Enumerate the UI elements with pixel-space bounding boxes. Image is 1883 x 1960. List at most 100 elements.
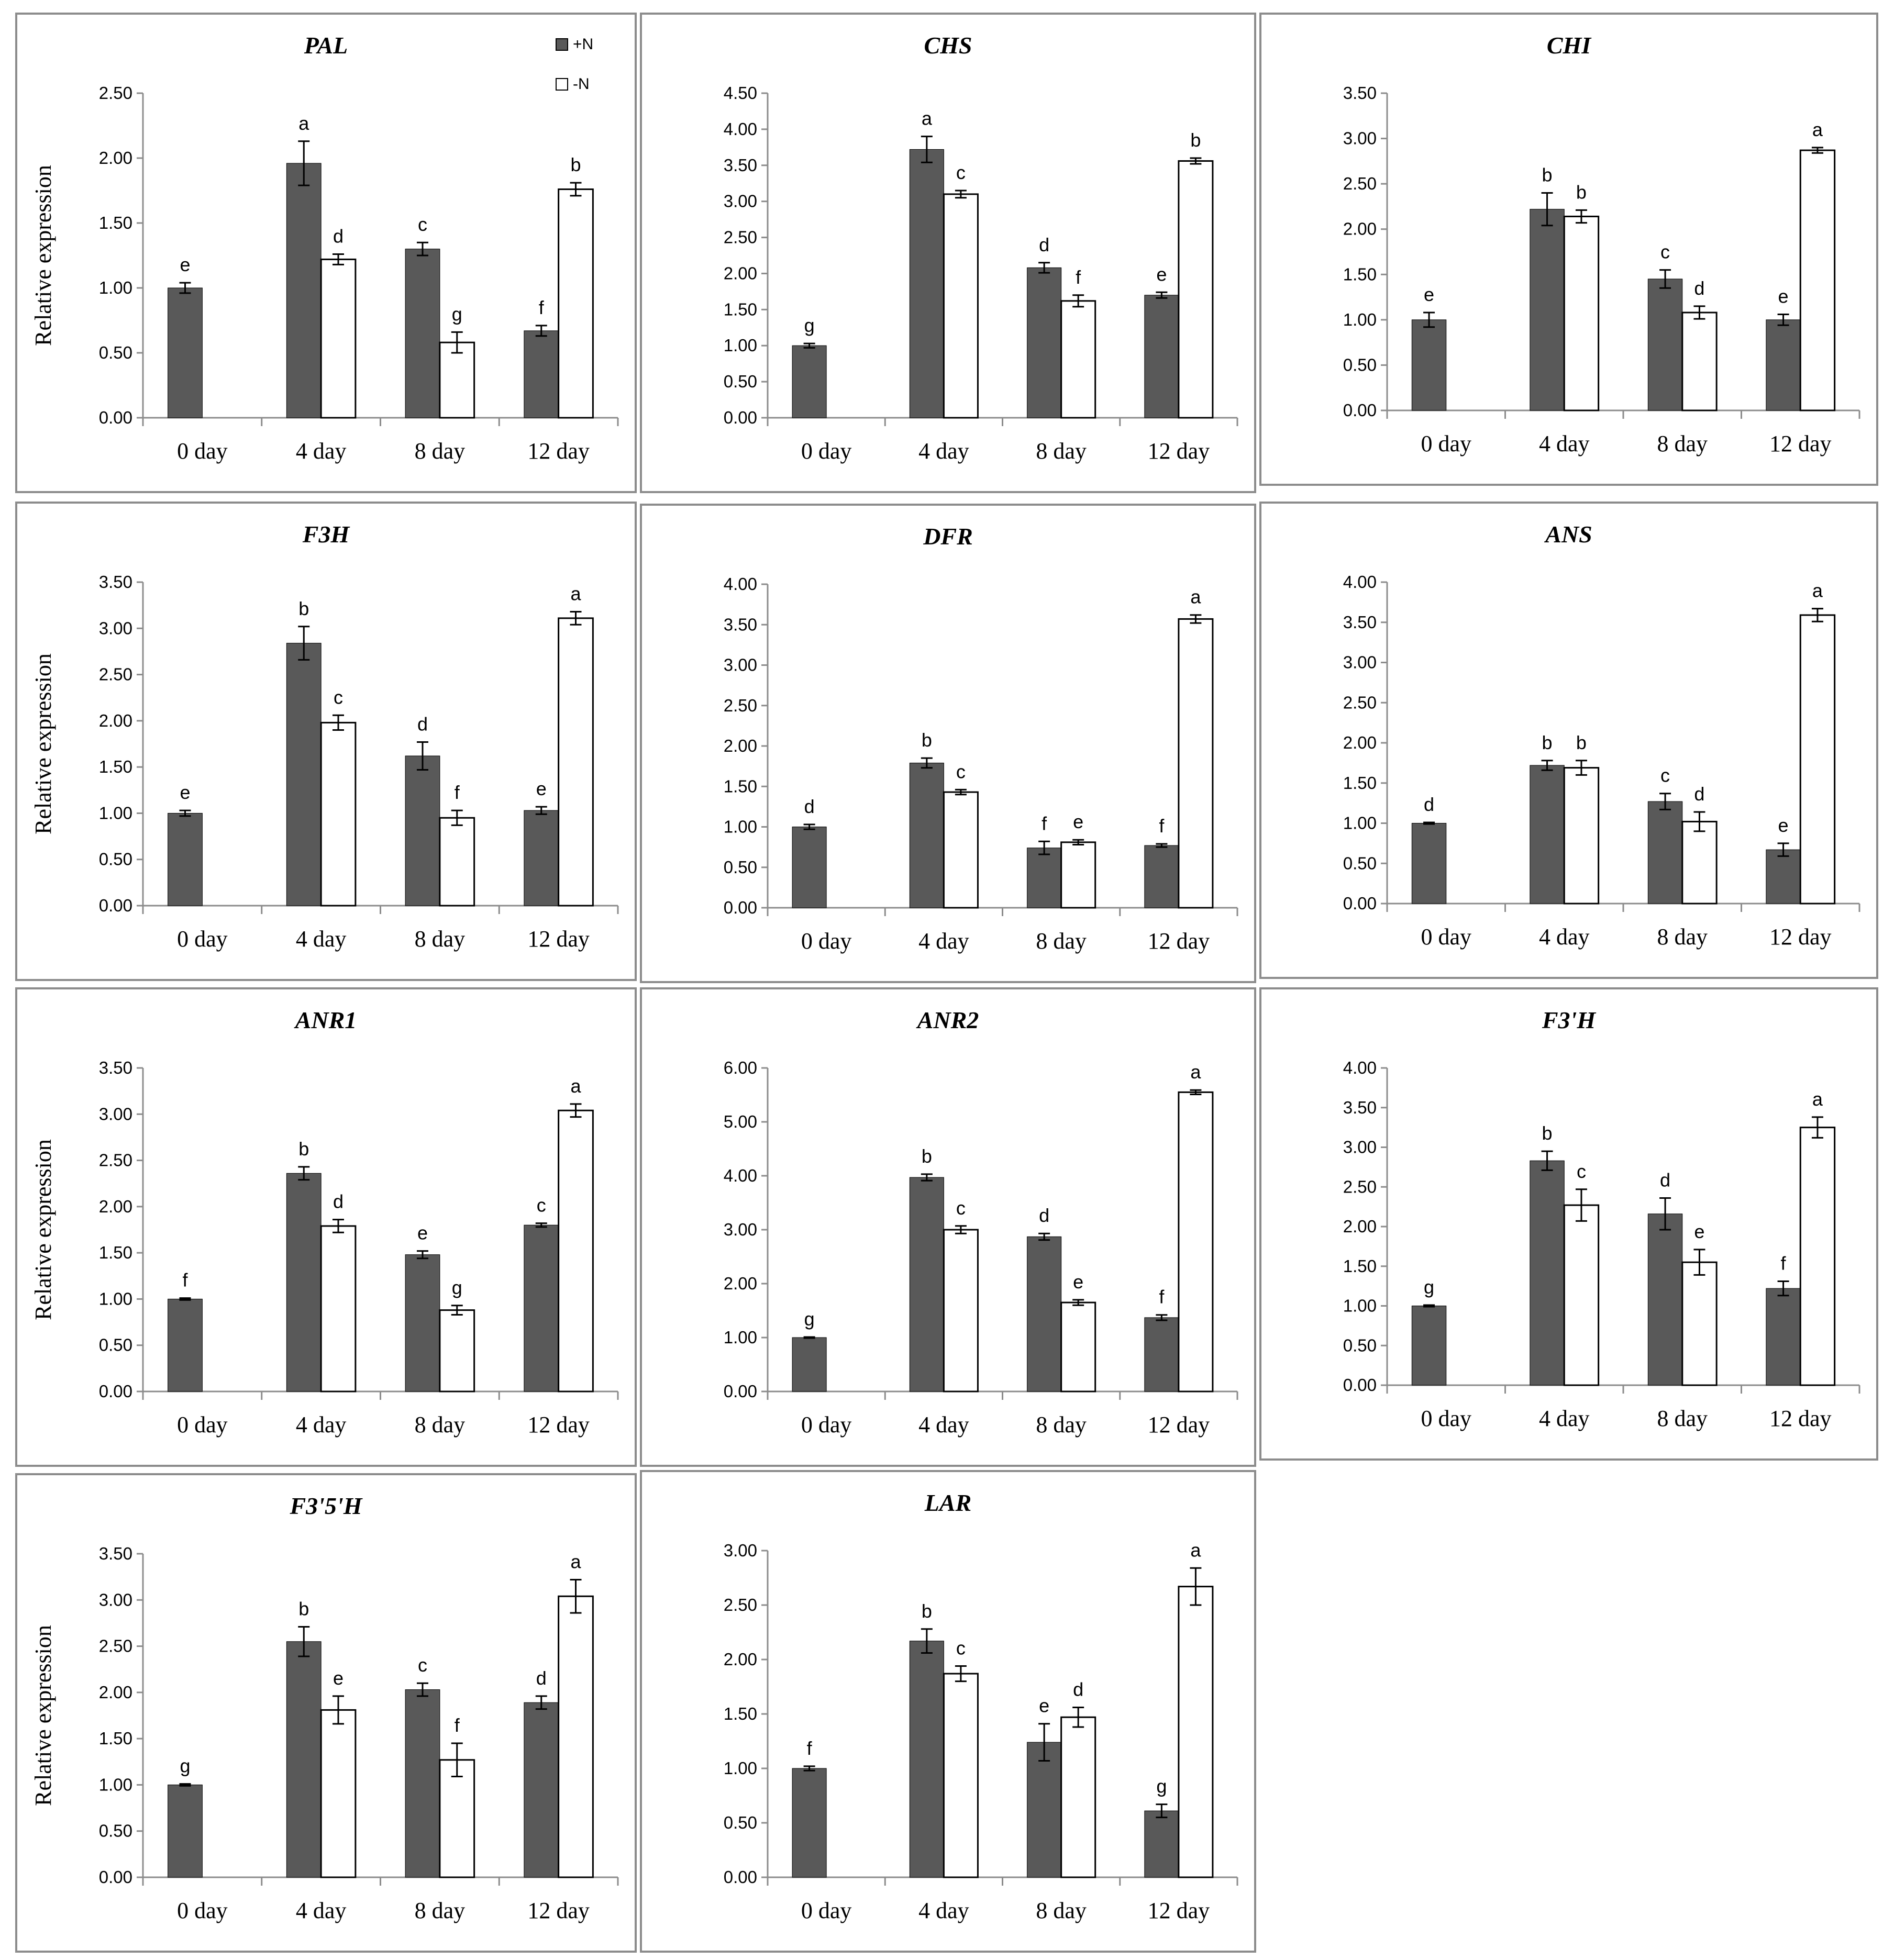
bar-minus-n bbox=[439, 817, 475, 907]
significance-label: c bbox=[1660, 765, 1670, 786]
significance-label: f bbox=[539, 297, 545, 318]
panel-dfr: DFR 0.00 0.50 1.00 1.50 2.00 2.50 3.00 3.50 4.00 0… bbox=[640, 504, 1256, 983]
chart-ans: ANS 0.00 0.50 1.00 1.50 2.00 2.50 3.00 3.50 4.00 0… bbox=[1343, 521, 1860, 950]
significance-label: g bbox=[1156, 1776, 1167, 1797]
bar-minus-n bbox=[439, 1309, 475, 1393]
bar-plus-n bbox=[1411, 1306, 1447, 1386]
y-tick-label: 4.00 bbox=[724, 1166, 757, 1185]
y-tick-label: 0.00 bbox=[99, 408, 132, 427]
chart-dfr: DFR 0.00 0.50 1.00 1.50 2.00 2.50 3.00 3.50 4.00 0… bbox=[724, 523, 1238, 954]
y-tick-label: 4.50 bbox=[724, 83, 757, 103]
significance-label: a bbox=[570, 583, 581, 605]
significance-label: g bbox=[804, 315, 815, 336]
y-tick-label: 4.00 bbox=[1343, 572, 1377, 592]
x-tick-label: 12 day bbox=[1769, 924, 1832, 950]
y-tick-label: 3.00 bbox=[724, 1541, 757, 1560]
chart-title: DFR bbox=[923, 523, 973, 550]
significance-label: b bbox=[922, 1600, 932, 1622]
y-tick-label: 4.00 bbox=[724, 574, 757, 594]
y-tick-label: 2.00 bbox=[99, 1683, 132, 1702]
x-tick-label: 0 day bbox=[801, 928, 852, 954]
y-tick-label: 3.00 bbox=[1343, 653, 1377, 672]
bar-plus-n bbox=[1027, 848, 1062, 908]
significance-label: d bbox=[804, 796, 815, 817]
chart-title: CHI bbox=[1547, 32, 1592, 59]
y-tick-label: 1.00 bbox=[1343, 1296, 1377, 1316]
y-tick-label: 3.00 bbox=[99, 618, 132, 638]
chart-title: CHS bbox=[924, 32, 972, 59]
chart-chs: CHS 0.00 0.50 1.00 1.50 2.00 2.50 3.00 3.50 4.00 4… bbox=[724, 32, 1238, 464]
significance-label: e bbox=[417, 1222, 428, 1244]
significance-label: a bbox=[1812, 1088, 1823, 1110]
y-tick-label: 2.50 bbox=[1343, 1177, 1377, 1196]
bar-plus-n bbox=[1647, 1213, 1683, 1386]
y-tick-label: 1.00 bbox=[99, 278, 132, 297]
bar-plus-n bbox=[286, 1173, 322, 1392]
bar-minus-n bbox=[1563, 1204, 1600, 1386]
bar-minus-n bbox=[1178, 1091, 1214, 1393]
x-tick-label: 8 day bbox=[1657, 1406, 1708, 1431]
bar-plus-n bbox=[168, 812, 203, 906]
x-tick-label: 0 day bbox=[177, 926, 228, 952]
x-tick-label: 12 day bbox=[527, 926, 590, 952]
bar-plus-n bbox=[524, 810, 559, 906]
y-tick-label: 2.00 bbox=[99, 711, 132, 730]
y-tick-label: 0.00 bbox=[724, 1867, 757, 1887]
bar-minus-n bbox=[558, 1595, 594, 1878]
y-tick-label: 2.00 bbox=[724, 736, 757, 755]
significance-label: e bbox=[333, 1667, 344, 1689]
y-tick-label: 2.00 bbox=[724, 1650, 757, 1669]
y-tick-label: 1.00 bbox=[1343, 814, 1377, 833]
significance-label: a bbox=[570, 1075, 581, 1097]
significance-label: b bbox=[1576, 181, 1587, 203]
significance-label: f bbox=[182, 1269, 188, 1291]
y-tick-label: 2.50 bbox=[1343, 174, 1377, 193]
bar-plus-n bbox=[1144, 845, 1179, 908]
x-tick-label: 4 day bbox=[296, 438, 347, 464]
y-tick-label: 0.50 bbox=[99, 343, 132, 362]
significance-label: d bbox=[1694, 277, 1704, 299]
x-tick-label: 4 day bbox=[296, 926, 347, 952]
x-tick-label: 8 day bbox=[1657, 924, 1708, 950]
y-tick-label: 1.00 bbox=[99, 1289, 132, 1308]
panel-f3prime-h: F3'H 0.00 0.50 1.00 1.50 2.00 2.50 3.00 3.50 4.00… bbox=[1259, 987, 1878, 1461]
y-tick-label: 3.50 bbox=[1343, 83, 1377, 103]
bar-plus-n bbox=[792, 1337, 827, 1392]
bar-plus-n bbox=[405, 1254, 440, 1392]
panel-f3h: F3H 0.00 0.50 1.00 1.50 2.00 2.50 3.00 3.50 0 day… bbox=[15, 502, 637, 981]
significance-label: f bbox=[1781, 1253, 1787, 1274]
bar-minus-n bbox=[1178, 618, 1214, 909]
legend-swatch-n bbox=[556, 78, 568, 91]
significance-label: e bbox=[1039, 1695, 1049, 1717]
bar-minus-n bbox=[943, 1229, 979, 1393]
bar-plus-n bbox=[1027, 1236, 1062, 1392]
panel-f3prime5prime-h: F3'5'H 0.00 0.50 1.00 1.50 2.00 2.50 3.00 3.50 0 … bbox=[15, 1473, 637, 1953]
significance-label: e bbox=[1073, 811, 1083, 832]
significance-label: a bbox=[1190, 586, 1201, 608]
x-tick-label: 8 day bbox=[415, 438, 466, 464]
bar-minus-n bbox=[1178, 1586, 1214, 1878]
significance-label: c bbox=[334, 686, 343, 708]
significance-label: d bbox=[1039, 234, 1049, 255]
y-tick-label: 0.50 bbox=[1343, 853, 1377, 873]
x-tick-label: 0 day bbox=[177, 1898, 228, 1923]
bar-plus-n bbox=[168, 1784, 203, 1878]
significance-label: b bbox=[570, 154, 581, 175]
bar-minus-n bbox=[1681, 1261, 1718, 1386]
y-tick-label: 1.00 bbox=[99, 803, 132, 822]
significance-label: a bbox=[570, 1551, 581, 1572]
panel-ans: ANS 0.00 0.50 1.00 1.50 2.00 2.50 3.00 3.50 4.00 0… bbox=[1259, 502, 1878, 979]
bar-plus-n bbox=[909, 1641, 944, 1878]
y-tick-label: 0.50 bbox=[1343, 355, 1377, 374]
x-tick-label: 4 day bbox=[296, 1898, 347, 1923]
y-tick-label: 2.50 bbox=[99, 1636, 132, 1656]
significance-label: g bbox=[804, 1308, 815, 1330]
y-axis-label: Relative expression bbox=[30, 1139, 56, 1320]
significance-label: f bbox=[1042, 812, 1047, 834]
bar-minus-n bbox=[943, 791, 979, 909]
y-tick-label: 3.50 bbox=[99, 1058, 132, 1077]
panel-anr2: ANR2 0.00 1.00 2.00 3.00 4.00 5.00 6.00 0 day g 4 … bbox=[640, 987, 1256, 1467]
bar-plus-n bbox=[1766, 849, 1801, 904]
bar-minus-n bbox=[320, 1225, 357, 1393]
panel-anr1: ANR1 0.00 0.50 1.00 1.50 2.00 2.50 3.00 3.50 0 da… bbox=[15, 987, 637, 1467]
